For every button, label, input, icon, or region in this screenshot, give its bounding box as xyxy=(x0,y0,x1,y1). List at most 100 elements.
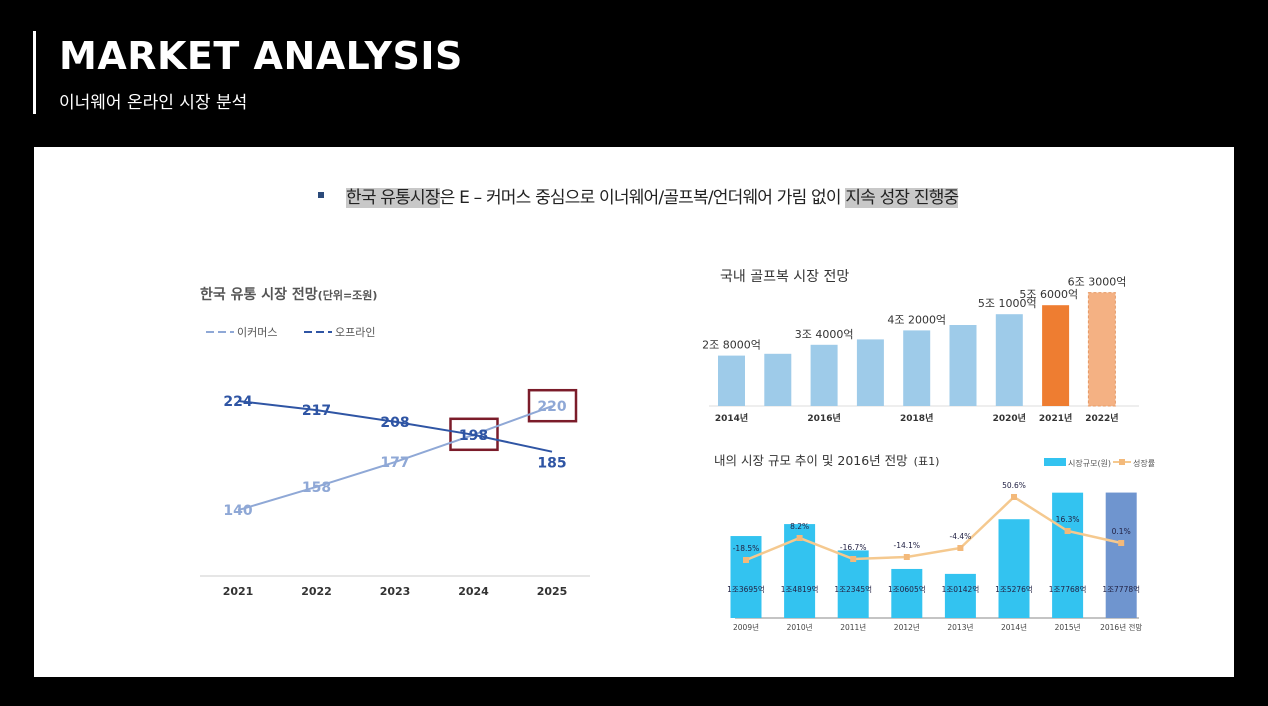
inner-x-tick: 2010년 xyxy=(787,622,813,632)
page-title: MARKET ANALYSIS xyxy=(59,34,463,78)
x-tick-label: 2021 xyxy=(223,585,254,598)
inner-bar-label: 1조2345억 xyxy=(834,585,872,594)
growth-label: 8.2% xyxy=(790,522,809,531)
inner-bar-label: 1조7778억 xyxy=(1102,585,1140,594)
golf-x-tick: 2014년 xyxy=(715,412,748,424)
series-line-1 xyxy=(237,405,553,512)
inner-legend-label-2: 성장률 xyxy=(1133,458,1155,468)
inner-chart-title-tag: (표1) xyxy=(914,455,940,468)
data-label: 220 xyxy=(537,399,566,415)
inner-bar-label: 1조4819억 xyxy=(781,585,819,594)
growth-label: -14.1% xyxy=(894,541,921,550)
golf-x-tick: 2016년 xyxy=(807,412,840,424)
inner-chart-title: 내의 시장 규모 추이 및 2016년 전망 (표1) xyxy=(714,453,939,468)
inner-chart-plot: 시장규모(원) 성장률 1조3695억 2009년 1조4819억 2010년 1조2345… xyxy=(727,458,1155,632)
golf-bar xyxy=(903,330,931,406)
x-tick-label: 2022 xyxy=(301,585,332,598)
x-tick-label: 2024 xyxy=(458,585,489,598)
legend-label-2: 오프라인 xyxy=(335,326,375,339)
data-label: 198 xyxy=(459,428,488,444)
inner-x-tick: 2013년 xyxy=(947,622,973,632)
inner-bar xyxy=(944,573,976,618)
inner-bar xyxy=(1105,492,1137,618)
growth-marker xyxy=(1011,494,1017,500)
inner-x-tick: 2009년 xyxy=(733,622,759,632)
growth-label: -18.5% xyxy=(733,544,760,553)
inner-bar-label: 1조7768억 xyxy=(1049,585,1087,594)
golf-bar xyxy=(949,325,977,406)
golf-bar xyxy=(764,353,792,406)
line-chart-plot: 2021 2022 2023 2024 2025 140 158 177 198 220 224 21… xyxy=(200,388,590,598)
content-panel: 한국 유통시장은 E – 커머스 중심으로 이너웨어/골프복/언더웨어 가림 없… xyxy=(34,147,1234,677)
golf-bar xyxy=(1042,305,1070,406)
inner-bar xyxy=(730,536,762,618)
inner-bar-label: 1조0605억 xyxy=(888,585,926,594)
x-tick-label: 2025 xyxy=(537,585,568,598)
inner-bar xyxy=(1052,492,1084,618)
x-tick-label: 2023 xyxy=(380,585,411,598)
legend-label-1: 이커머스 xyxy=(237,326,277,339)
line-chart-title: 한국 유통 시장 전망(단위=조원) xyxy=(200,286,377,303)
golf-apparel-bar-chart: 국내 골프복 시장 전망 2조 8000억 2014년 3조 4000억 2016년 4… xyxy=(702,269,1139,424)
data-label: 158 xyxy=(302,480,331,496)
headline-highlight-2: 지속 성장 진행중 xyxy=(845,188,959,208)
growth-marker xyxy=(1118,540,1125,546)
line-chart-legend: 이커머스 오프라인 xyxy=(206,326,375,339)
data-label: 208 xyxy=(380,415,409,431)
data-label: 177 xyxy=(380,455,409,471)
inner-bar-label: 1조0142억 xyxy=(942,585,980,594)
distribution-market-line-chart: 한국 유통 시장 전망(단위=조원) 이커머스 오프라인 2021 2022 2023… xyxy=(200,286,590,598)
golf-bar xyxy=(995,314,1023,406)
inner-legend-label-1: 시장규모(원) xyxy=(1068,458,1111,468)
golf-x-tick: 2022년 xyxy=(1085,412,1118,424)
golf-x-tick: 2021년 xyxy=(1039,412,1072,424)
golf-data-label: 5조 6000억 xyxy=(1019,288,1078,301)
inner-x-tick: 2014년 xyxy=(1001,622,1027,632)
title-accent-bar xyxy=(33,31,36,114)
page-subtitle: 이너웨어 온라인 시장 분석 xyxy=(59,93,248,113)
line-chart-title-main: 한국 유통 시장 전망 xyxy=(200,286,318,303)
growth-marker xyxy=(850,556,857,562)
growth-line xyxy=(745,495,1122,562)
golf-chart-title: 국내 골프복 시장 전망 xyxy=(720,269,849,285)
growth-label: 50.6% xyxy=(1002,481,1026,490)
inner-bar-label: 1조5276억 xyxy=(995,585,1033,594)
golf-bar xyxy=(810,344,838,406)
innerwear-market-chart: 내의 시장 규모 추이 및 2016년 전망 (표1) 시장규모(원) 성장률 1조3… xyxy=(714,453,1155,632)
growth-marker xyxy=(1064,528,1071,534)
growth-marker xyxy=(957,545,964,551)
inner-x-tick: 2016년 전망 xyxy=(1100,622,1142,632)
headline-highlight-1: 한국 유통시장 xyxy=(346,188,440,208)
inner-bar-label: 1조3695억 xyxy=(727,585,765,594)
inner-legend-marker-2 xyxy=(1119,459,1125,465)
inner-bar xyxy=(891,568,923,618)
golf-data-label: 5조 1000억 xyxy=(978,297,1037,310)
golf-bar xyxy=(1087,292,1116,407)
inner-x-tick: 2011년 xyxy=(840,622,866,632)
growth-marker xyxy=(796,535,803,541)
golf-chart-plot: 2조 8000억 2014년 3조 4000억 2016년 4조 2000억 2018년 5… xyxy=(702,276,1139,424)
inner-bar xyxy=(998,519,1030,618)
inner-legend-swatch-1 xyxy=(1044,458,1066,466)
golf-bar xyxy=(718,355,745,406)
growth-label: -4.4% xyxy=(950,532,972,541)
golf-x-tick: 2018년 xyxy=(900,412,933,424)
headline: 한국 유통시장은 E – 커머스 중심으로 이너웨어/골프복/언더웨어 가림 없… xyxy=(318,183,959,208)
series-line-2 xyxy=(237,400,553,453)
headline-text: 은 E – 커머스 중심으로 이너웨어/골프복/언더웨어 가림 없이 xyxy=(439,188,846,208)
growth-label: 0.1% xyxy=(1112,527,1131,536)
data-label: 140 xyxy=(223,503,252,519)
golf-data-label: 3조 4000억 xyxy=(795,328,854,341)
golf-bar xyxy=(856,339,884,406)
golf-data-label: 2조 8000억 xyxy=(702,339,761,352)
golf-data-label: 4조 2000억 xyxy=(887,313,946,326)
line-chart-unit: (단위=조원) xyxy=(318,288,378,302)
growth-label: 16.3% xyxy=(1056,515,1080,524)
golf-x-tick: 2020년 xyxy=(993,412,1026,424)
growth-label: -16.7% xyxy=(840,543,867,552)
inner-x-tick: 2015년 xyxy=(1055,622,1081,632)
highlight-box xyxy=(449,417,499,452)
golf-data-label: 6조 3000억 xyxy=(1068,276,1127,289)
inner-x-tick: 2012년 xyxy=(894,622,920,632)
inner-chart-title-main: 내의 시장 규모 추이 및 2016년 전망 xyxy=(714,453,908,468)
